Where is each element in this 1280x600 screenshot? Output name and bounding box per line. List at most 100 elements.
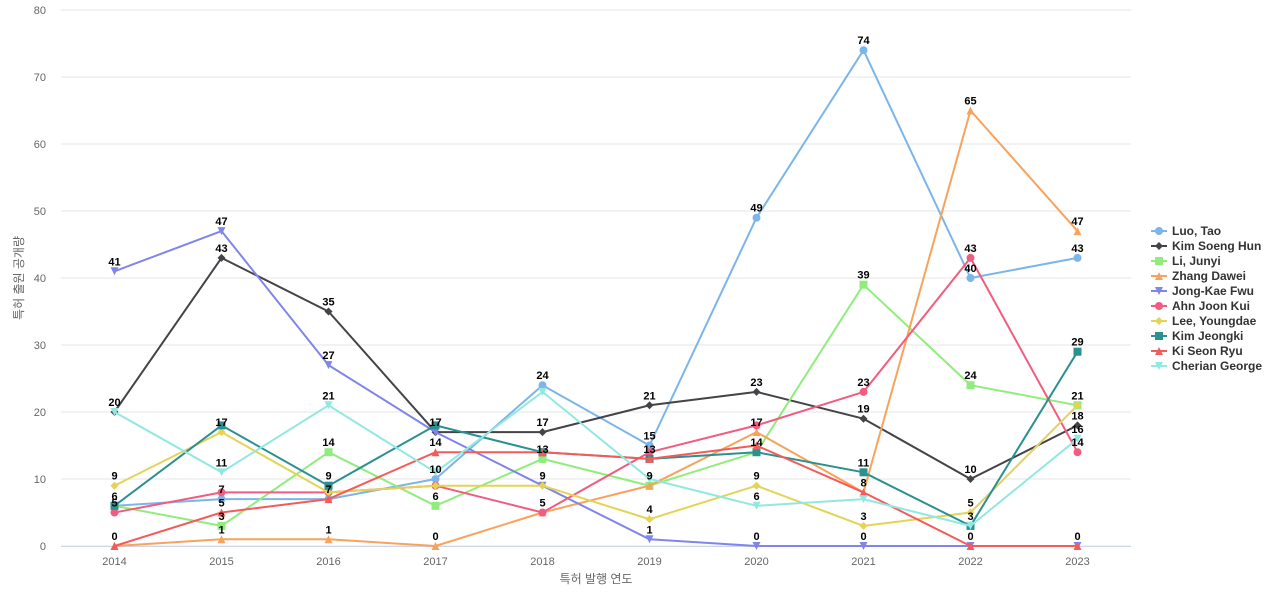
data-point[interactable]: [110, 542, 119, 550]
data-point[interactable]: [1073, 401, 1082, 410]
data-point[interactable]: [752, 441, 761, 450]
data-point[interactable]: [1073, 253, 1082, 262]
legend-marker[interactable]: [1155, 317, 1163, 325]
data-point[interactable]: [324, 448, 333, 457]
legend-item[interactable]: Luo, Tao: [1151, 224, 1221, 238]
data-point[interactable]: [645, 475, 654, 483]
series-line[interactable]: [113, 283, 1079, 527]
data-point[interactable]: [431, 542, 440, 550]
data-point[interactable]: [110, 267, 119, 276]
data-point[interactable]: [966, 106, 975, 115]
legend-marker[interactable]: [1155, 272, 1163, 280]
data-point[interactable]: [110, 501, 119, 510]
legend-item[interactable]: Cherian George: [1151, 359, 1262, 373]
data-point[interactable]: [538, 381, 547, 390]
data-point[interactable]: [859, 414, 868, 423]
data-point[interactable]: [752, 448, 761, 457]
data-point[interactable]: [324, 361, 333, 370]
data-point[interactable]: [1073, 434, 1082, 443]
legend-item[interactable]: Lee, Youngdae: [1151, 314, 1257, 328]
legend-item[interactable]: Li, Junyi: [1151, 254, 1221, 268]
data-point[interactable]: [431, 501, 440, 510]
data-point[interactable]: [859, 46, 868, 55]
data-point[interactable]: [538, 448, 547, 457]
data-point[interactable]: [752, 501, 761, 510]
data-point[interactable]: [752, 428, 761, 437]
legend-marker[interactable]: [1155, 302, 1163, 310]
legend-item[interactable]: Jong-Kae Fwu: [1151, 284, 1254, 298]
data-point[interactable]: [217, 421, 226, 430]
data-point[interactable]: [645, 441, 654, 450]
series-line[interactable]: [113, 49, 1079, 507]
legend-marker[interactable]: [1155, 347, 1163, 355]
data-point[interactable]: [1073, 227, 1082, 236]
data-point[interactable]: [645, 481, 654, 490]
legend-marker[interactable]: [1155, 287, 1163, 295]
data-point[interactable]: [859, 521, 868, 530]
series-line[interactable]: [113, 256, 1079, 514]
data-point[interactable]: [859, 387, 868, 396]
legend-item[interactable]: Ahn Joon Kui: [1151, 299, 1250, 313]
data-point[interactable]: [752, 421, 761, 430]
data-point[interactable]: [538, 428, 547, 437]
data-point[interactable]: [859, 542, 868, 550]
data-point[interactable]: [217, 535, 226, 544]
legend-marker[interactable]: [1155, 332, 1163, 340]
data-point[interactable]: [217, 468, 226, 477]
data-point[interactable]: [859, 280, 868, 289]
data-point[interactable]: [110, 408, 119, 416]
data-point[interactable]: [217, 227, 226, 236]
data-point[interactable]: [324, 535, 333, 544]
series-line[interactable]: [113, 390, 1079, 527]
data-point[interactable]: [324, 401, 333, 410]
data-point[interactable]: [431, 475, 440, 483]
legend-item[interactable]: Ki Seon Ryu: [1151, 344, 1243, 358]
legend-marker[interactable]: [1155, 242, 1163, 250]
legend-item[interactable]: Kim Soeng Hun: [1151, 239, 1261, 253]
legend-item[interactable]: Zhang Dawei: [1151, 269, 1246, 283]
data-point[interactable]: [1073, 448, 1082, 457]
data-point[interactable]: [1073, 347, 1082, 356]
data-point[interactable]: [645, 454, 654, 463]
data-point[interactable]: [966, 274, 975, 282]
data-point[interactable]: [431, 421, 440, 430]
data-point[interactable]: [431, 428, 440, 437]
data-point[interactable]: [538, 387, 547, 396]
data-point[interactable]: [431, 481, 440, 490]
legend-marker[interactable]: [1155, 362, 1163, 370]
data-point[interactable]: [859, 468, 868, 477]
data-point[interactable]: [752, 387, 761, 396]
data-point[interactable]: [217, 495, 226, 504]
data-point[interactable]: [217, 521, 226, 530]
series-line[interactable]: [113, 444, 1079, 547]
data-point[interactable]: [324, 481, 333, 490]
data-point[interactable]: [324, 488, 333, 497]
data-point[interactable]: [859, 488, 868, 497]
data-point[interactable]: [110, 508, 119, 517]
series-line[interactable]: [113, 256, 1079, 480]
data-point[interactable]: [752, 542, 761, 550]
data-point[interactable]: [431, 468, 440, 477]
data-point[interactable]: [966, 521, 975, 530]
data-point[interactable]: [217, 508, 226, 517]
data-point[interactable]: [645, 535, 654, 544]
data-point[interactable]: [752, 213, 761, 222]
data-point[interactable]: [538, 508, 547, 517]
data-point[interactable]: [966, 381, 975, 390]
series-line[interactable]: [113, 109, 1079, 547]
data-point[interactable]: [966, 542, 975, 550]
data-point[interactable]: [645, 515, 654, 524]
data-point[interactable]: [324, 495, 333, 504]
legend-item[interactable]: Kim Jeongki: [1151, 329, 1243, 343]
data-point[interactable]: [538, 454, 547, 463]
data-point[interactable]: [966, 475, 975, 483]
legend-marker[interactable]: [1155, 227, 1163, 235]
data-point[interactable]: [966, 508, 975, 517]
data-point[interactable]: [1073, 421, 1082, 430]
series-line[interactable]: [113, 230, 1079, 547]
data-point[interactable]: [217, 488, 226, 497]
data-point[interactable]: [645, 401, 654, 410]
data-point[interactable]: [645, 448, 654, 457]
legend-marker[interactable]: [1155, 257, 1163, 265]
